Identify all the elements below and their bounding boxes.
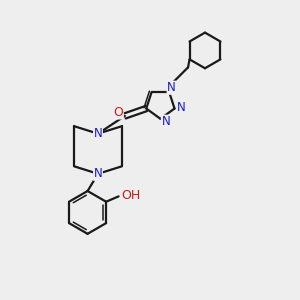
Text: O: O [113,106,123,119]
Text: N: N [94,127,102,140]
Text: N: N [177,101,185,114]
Text: N: N [94,167,102,180]
Text: N: N [161,115,170,128]
Text: N: N [167,81,176,94]
Text: OH: OH [122,189,141,202]
